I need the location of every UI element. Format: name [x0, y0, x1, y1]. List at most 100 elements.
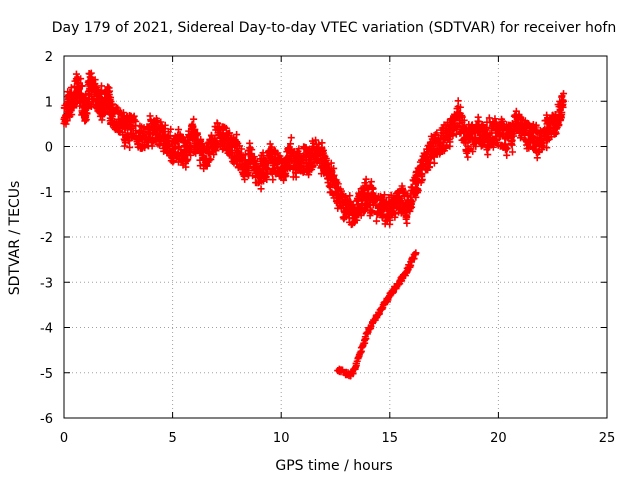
- data-marker-fill: [508, 148, 516, 156]
- data-marker-fill: [130, 112, 138, 120]
- data-marker-fill: [182, 163, 190, 171]
- data-marker-fill: [269, 176, 277, 184]
- data-marker-fill: [454, 97, 462, 105]
- data-marker-fill: [107, 94, 115, 102]
- data-marker-fill: [544, 114, 552, 122]
- data-marker-fill: [62, 120, 70, 128]
- data-marker-fill: [82, 116, 90, 124]
- data-marker-fill: [503, 144, 511, 152]
- data-marker-fill: [140, 143, 148, 151]
- data-marker-fill: [226, 129, 234, 137]
- data-marker-fill: [485, 114, 493, 122]
- data-marker-fill: [152, 114, 160, 122]
- data-marker-fill: [456, 103, 464, 111]
- y-tick-label: -6: [40, 412, 53, 427]
- data-marker-fill: [114, 104, 122, 112]
- data-marker-fill: [287, 140, 295, 148]
- data-marker-fill: [108, 112, 116, 120]
- data-marker-fill: [119, 131, 127, 139]
- data-marker-fill: [238, 145, 246, 153]
- data-marker-secondary: [412, 249, 420, 257]
- data-marker-fill: [386, 220, 394, 228]
- axis-ticks: 0 5 10 15 20 25 -6 -5 -4 -3 -2 -1 0 1 2: [40, 50, 615, 446]
- data-marker-fill: [260, 177, 268, 185]
- data-marker-fill: [499, 117, 507, 125]
- data-markers: [60, 69, 568, 380]
- data-marker-fill: [446, 142, 454, 150]
- data-marker-fill: [190, 115, 198, 123]
- data-marker-fill: [362, 175, 370, 183]
- y-axis-title: SDTVAR / TECUs: [7, 181, 23, 296]
- data-marker-fill: [98, 82, 105, 90]
- data-marker-fill: [210, 150, 218, 158]
- data-marker-fill: [251, 156, 259, 164]
- data-marker-fill: [403, 190, 411, 198]
- data-marker-fill: [418, 162, 426, 170]
- data-marker-fill: [357, 211, 365, 219]
- data-marker-fill: [322, 157, 330, 165]
- data-marker-fill: [203, 161, 211, 169]
- data-marker-fill: [222, 124, 230, 132]
- data-marker-fill: [259, 149, 267, 157]
- data-marker-fill: [418, 176, 426, 184]
- x-tick-label: 25: [599, 431, 616, 446]
- data-marker-fill: [543, 144, 551, 152]
- data-marker-fill: [191, 125, 199, 133]
- data-marker-fill: [425, 163, 433, 171]
- data-marker-fill: [312, 136, 320, 144]
- y-tick-label: -3: [40, 276, 53, 291]
- data-marker-fill: [233, 131, 241, 139]
- data-marker-fill: [402, 215, 410, 223]
- data-marker-fill: [430, 159, 438, 167]
- data-marker-fill: [469, 147, 477, 155]
- x-tick-label: 0: [60, 431, 68, 446]
- data-marker-fill: [146, 112, 154, 120]
- x-axis-title: GPS time / hours: [275, 458, 392, 474]
- data-marker-fill: [538, 139, 546, 147]
- data-marker-fill: [368, 208, 376, 216]
- data-marker-fill: [314, 154, 322, 162]
- data-marker-fill: [104, 83, 112, 91]
- data-marker-fill: [412, 193, 420, 201]
- data-marker-fill: [292, 169, 300, 177]
- data-marker-fill: [184, 156, 192, 164]
- data-marker-fill: [75, 86, 83, 94]
- data-marker-fill: [305, 171, 313, 179]
- y-tick-label: -5: [40, 367, 53, 382]
- y-tick-label: 0: [45, 141, 53, 156]
- data-marker-fill: [484, 151, 492, 159]
- data-marker-fill: [87, 69, 95, 77]
- data-marker-fill: [372, 217, 380, 225]
- data-marker-fill: [464, 153, 472, 161]
- data-marker-fill: [560, 90, 568, 98]
- data-marker-fill: [557, 113, 565, 121]
- data-marker-fill: [161, 121, 169, 129]
- data-marker: [488, 129, 496, 137]
- data-marker-fill: [125, 136, 133, 144]
- data-marker-fill: [532, 121, 540, 129]
- y-tick-label: 1: [45, 95, 53, 110]
- y-tick-label: -4: [40, 322, 53, 337]
- data-marker-fill: [483, 124, 491, 132]
- data-marker-fill: [408, 198, 416, 206]
- data-marker-fill: [369, 184, 377, 192]
- data-marker-fill: [559, 103, 567, 111]
- data-marker-fill: [346, 192, 354, 200]
- grid-lines: [64, 56, 607, 418]
- plot-frame: [63, 55, 608, 419]
- data-marker-fill: [174, 126, 182, 134]
- data-marker-fill: [183, 157, 191, 165]
- data-marker-fill: [98, 116, 106, 124]
- x-tick-label: 15: [382, 431, 399, 446]
- data-marker-fill: [132, 117, 140, 125]
- data-marker-fill: [167, 125, 175, 133]
- data-marker-fill: [78, 82, 86, 90]
- data-marker-fill: [334, 180, 342, 188]
- data-marker-fill: [353, 216, 361, 224]
- data-marker-fill: [398, 182, 406, 190]
- data-marker-fill: [126, 143, 134, 151]
- data-marker: [560, 97, 568, 105]
- x-tick-label: 5: [168, 431, 176, 446]
- data-marker-fill: [508, 136, 516, 144]
- data-marker-fill: [77, 75, 85, 83]
